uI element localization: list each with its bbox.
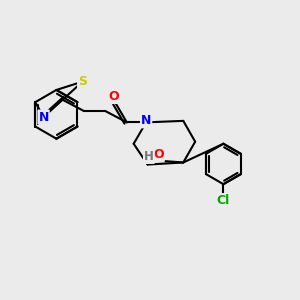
Text: Cl: Cl xyxy=(217,194,230,207)
Text: N: N xyxy=(38,110,49,124)
Text: O: O xyxy=(109,90,119,103)
Text: O: O xyxy=(153,148,164,161)
Text: N: N xyxy=(141,114,151,128)
Text: S: S xyxy=(78,75,87,88)
Text: H: H xyxy=(144,150,154,163)
